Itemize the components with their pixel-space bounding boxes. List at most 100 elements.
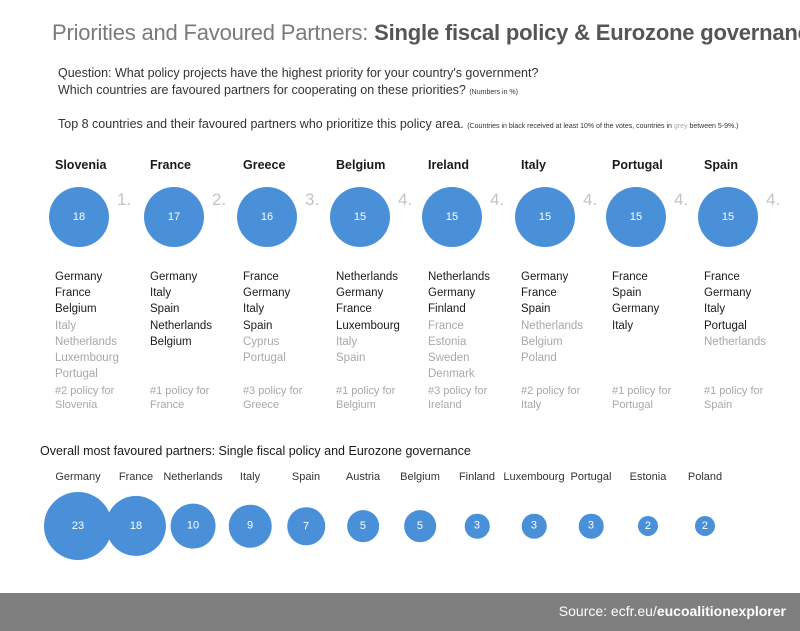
- overall-bubble: 3: [521, 513, 547, 539]
- legend-note-pre: (Countries in black received at least 10…: [467, 123, 674, 130]
- partner-country: Netherlands: [521, 319, 584, 332]
- partner-country: Sweden: [428, 352, 470, 365]
- overall-country-label: Poland: [687, 471, 723, 483]
- country-name: Belgium: [336, 158, 386, 172]
- source-credit: Source: ecfr.eu/eucoalitionexplorer: [559, 603, 786, 619]
- country-bubble: 16: [237, 187, 297, 247]
- overall-bubble: 5: [347, 510, 379, 542]
- overall-bubble: 3: [578, 513, 604, 539]
- country-name: Slovenia: [55, 158, 107, 172]
- partner-country: France: [612, 271, 648, 283]
- overall-country-label: Portugal: [570, 471, 612, 483]
- overall-country-label: Italy: [239, 471, 261, 483]
- overall-country-label: Spain: [291, 471, 321, 483]
- partner-list: Germany Italy Spain Netherlands Belgium: [150, 269, 242, 350]
- country-rank: 4.: [583, 190, 598, 209]
- partner-list: Netherlands Germany Finland France Estonia Sw…: [428, 269, 520, 382]
- country-rank: 4.: [674, 190, 689, 209]
- partner-country: Italy: [243, 303, 265, 316]
- partner-list: France Germany Italy Portugal Netherlands: [704, 269, 796, 350]
- country-name: France: [150, 158, 191, 172]
- bubble-row: 15 4.: [515, 174, 613, 254]
- partner-country: Finland: [428, 303, 466, 316]
- overall-bubble: 2: [637, 515, 659, 537]
- overall-country-label: France: [118, 471, 154, 483]
- country-bubble: 15: [698, 187, 758, 247]
- partner-country: Italy: [704, 303, 726, 316]
- partner-country: Italy: [55, 319, 77, 332]
- country-column: Greece 16 3. France Germany Italy Spain Cyprus P…: [237, 158, 335, 366]
- partner-country: Belgium: [150, 335, 192, 348]
- country-column: Slovenia 18 1. Germany France Belgium Italy Net…: [49, 158, 147, 382]
- overall-country-label: Austria: [345, 471, 381, 483]
- policy-rank-note: #2 policy for Slovenia: [55, 384, 147, 412]
- overall-bubble: 23: [44, 492, 112, 560]
- overall-country-label: Luxembourg: [503, 471, 565, 483]
- partner-country: France: [243, 271, 279, 283]
- partner-country: Spain: [150, 303, 180, 316]
- country-name: Portugal: [612, 158, 663, 172]
- source-site: eucoalitionexplorer: [656, 603, 786, 619]
- policy-rank-line-1: #1 policy for: [336, 385, 396, 397]
- partner-list: Germany France Spain Netherlands Belgium Pola…: [521, 269, 613, 366]
- partner-country: Portugal: [55, 368, 98, 381]
- partner-country: France: [55, 287, 91, 300]
- partner-list: France Germany Italy Spain Cyprus Portugal: [243, 269, 335, 366]
- policy-rank-note: #1 policy for Belgium: [336, 384, 428, 412]
- policy-rank-note: #1 policy for Portugal: [612, 384, 704, 412]
- country-column: Italy 15 4. Germany France Spain Netherlands Be…: [515, 158, 613, 366]
- policy-rank-line-1: #2 policy for: [521, 385, 581, 397]
- policy-rank-line-2: France: [150, 399, 185, 411]
- partner-country: Netherlands: [336, 271, 399, 283]
- partner-country: Germany: [243, 287, 291, 300]
- partner-country: Poland: [521, 352, 557, 365]
- partner-country: Belgium: [521, 335, 563, 348]
- country-name: Spain: [704, 158, 739, 172]
- overall-bubble: 7: [287, 507, 325, 545]
- partner-country: France: [336, 303, 372, 316]
- policy-rank-line-2: Spain: [704, 399, 733, 411]
- country-bubble: 15: [606, 187, 666, 247]
- country-rank: 4.: [766, 190, 781, 209]
- country-column: Ireland 15 4. Netherlands Germany Finland Fran…: [422, 158, 520, 382]
- partner-country: Spain: [521, 303, 551, 316]
- partner-country: Luxembourg: [336, 319, 400, 332]
- partner-country: Germany: [55, 271, 103, 283]
- policy-rank-note: #1 policy for France: [150, 384, 242, 412]
- partner-country: Cyprus: [243, 335, 280, 348]
- title-bold: Single fiscal policy & Eurozone governan…: [374, 20, 800, 45]
- bubble-row: 15 4.: [422, 174, 520, 254]
- policy-rank-line-1: #2 policy for: [55, 385, 115, 397]
- partner-country: Netherlands: [704, 335, 767, 348]
- source-prefix: Source: ecfr.eu/: [558, 603, 657, 619]
- question-line-2-text: Which countries are favoured partners fo…: [58, 83, 466, 97]
- bubble-row: 15 4.: [698, 174, 796, 254]
- country-bubble: 15: [515, 187, 575, 247]
- partner-list: France Spain Germany Italy: [612, 269, 704, 334]
- country-bubble: 17: [144, 187, 204, 247]
- country-bubble: 15: [422, 187, 482, 247]
- country-column: Belgium 15 4. Netherlands Germany France Luxem…: [330, 158, 428, 366]
- policy-rank-line-2: Italy: [521, 399, 542, 411]
- overall-country-label: Netherlands: [163, 471, 223, 483]
- policy-rank-note: #3 policy for Greece: [243, 384, 335, 412]
- country-bubble: 18: [49, 187, 109, 247]
- partner-country: Denmark: [428, 368, 475, 381]
- partner-country: Germany: [521, 271, 569, 283]
- overall-bubble: 10: [170, 503, 216, 549]
- overall-country-label: Belgium: [400, 471, 440, 483]
- bubble-row: 15 4.: [330, 174, 428, 254]
- country-column: Spain 15 4. France Germany Italy Portugal Nethe…: [698, 158, 796, 350]
- policy-rank-line-1: #1 policy for: [612, 385, 672, 397]
- top-countries-caption: Top 8 countries and their favoured partn…: [58, 117, 738, 131]
- policy-rank-line-2: Portugal: [612, 399, 653, 411]
- overall-bubble: 3: [464, 513, 490, 539]
- question-line-1: Question: What policy projects have the …: [58, 66, 539, 80]
- partner-country: Italy: [150, 287, 172, 300]
- question-note: (Numbers in %): [469, 89, 518, 96]
- partner-country: Spain: [243, 319, 273, 332]
- partner-country: Germany: [428, 287, 476, 300]
- partner-country: Luxembourg: [55, 352, 119, 365]
- page-title: Priorities and Favoured Partners: Single…: [52, 20, 800, 46]
- bubble-row: 18 1.: [49, 174, 147, 254]
